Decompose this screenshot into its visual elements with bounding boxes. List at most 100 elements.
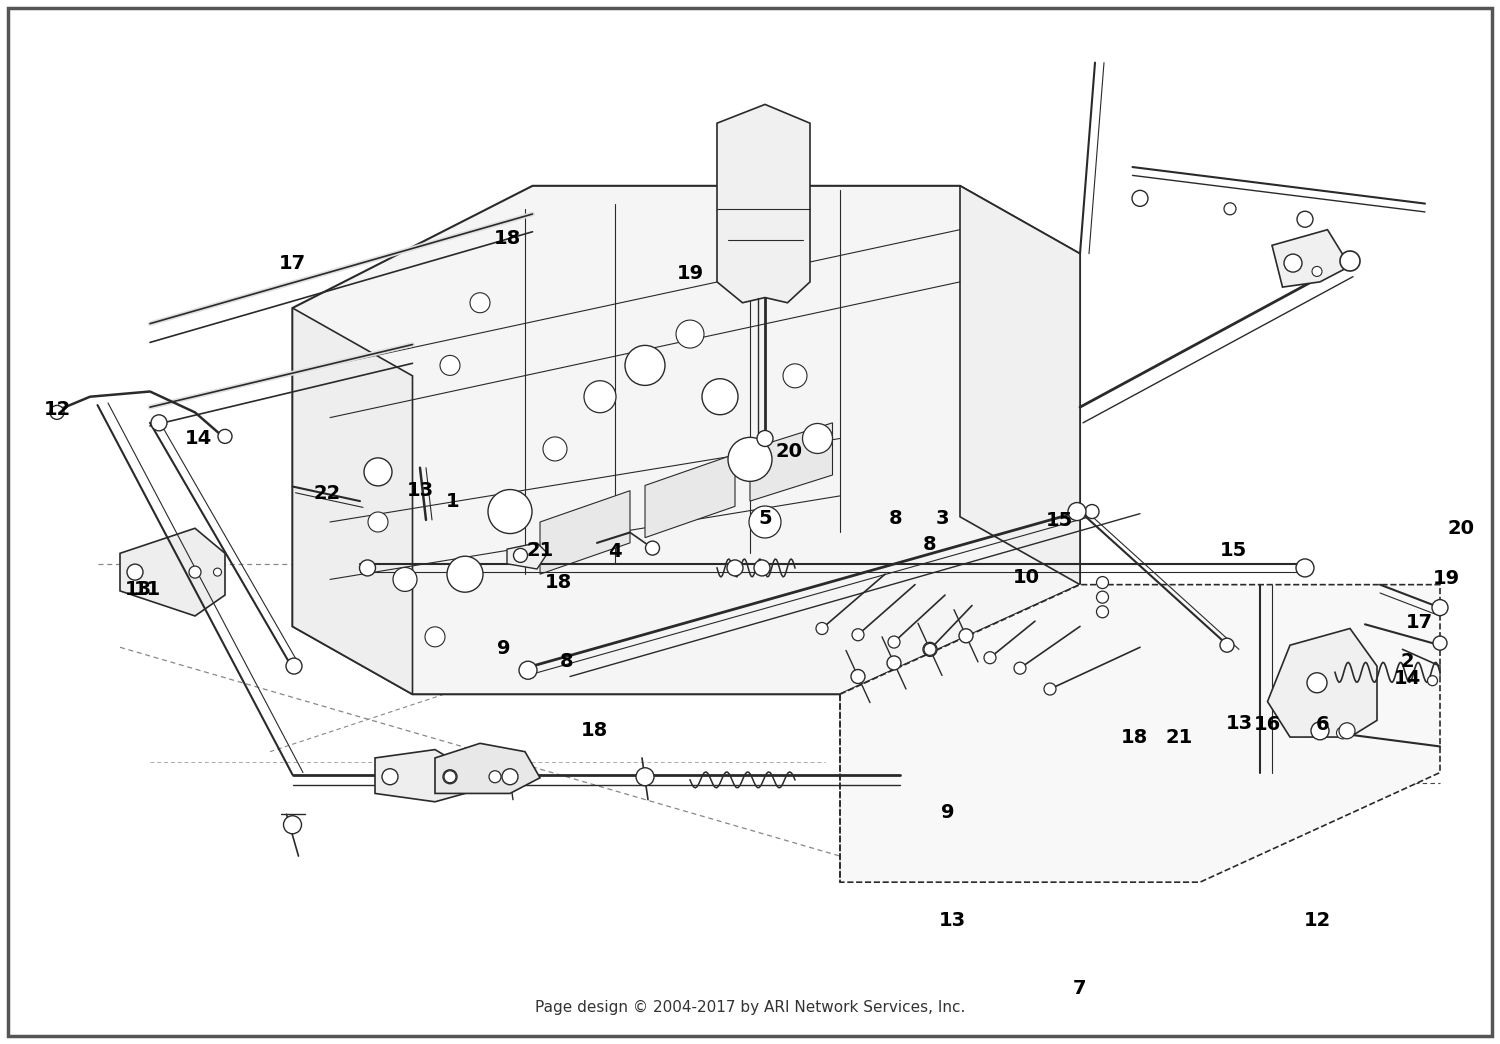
Text: 7: 7 xyxy=(1074,979,1086,998)
Circle shape xyxy=(152,414,166,431)
Circle shape xyxy=(447,556,483,592)
Circle shape xyxy=(1296,559,1314,577)
Text: 17: 17 xyxy=(1406,613,1432,632)
Text: 6: 6 xyxy=(1316,715,1330,734)
Circle shape xyxy=(676,321,703,348)
Circle shape xyxy=(850,669,865,684)
Polygon shape xyxy=(292,186,1080,694)
Text: ARI: ARI xyxy=(630,461,870,583)
Circle shape xyxy=(1340,251,1360,271)
Circle shape xyxy=(958,628,974,643)
Circle shape xyxy=(1340,722,1354,739)
Circle shape xyxy=(1014,662,1026,674)
Polygon shape xyxy=(750,423,833,501)
Circle shape xyxy=(636,767,654,786)
Polygon shape xyxy=(292,308,412,694)
Circle shape xyxy=(519,661,537,680)
Circle shape xyxy=(1336,727,1348,739)
Circle shape xyxy=(1096,591,1108,603)
Circle shape xyxy=(754,560,770,576)
Polygon shape xyxy=(1268,628,1377,737)
Circle shape xyxy=(1096,606,1108,618)
Circle shape xyxy=(1311,721,1329,740)
Circle shape xyxy=(1084,504,1100,519)
Circle shape xyxy=(584,381,616,412)
Text: 5: 5 xyxy=(758,509,772,528)
Circle shape xyxy=(728,560,742,576)
Circle shape xyxy=(728,437,772,481)
Text: 18: 18 xyxy=(580,721,608,740)
Text: 21: 21 xyxy=(1166,728,1192,746)
Circle shape xyxy=(802,424,832,453)
Circle shape xyxy=(286,658,302,674)
Polygon shape xyxy=(375,750,465,802)
Text: 13: 13 xyxy=(124,580,152,599)
Text: 14: 14 xyxy=(1394,669,1420,688)
Text: 15: 15 xyxy=(1046,512,1072,530)
Text: 12: 12 xyxy=(1304,911,1330,930)
Circle shape xyxy=(922,642,938,657)
Text: Page design © 2004-2017 by ARI Network Services, Inc.: Page design © 2004-2017 by ARI Network S… xyxy=(536,1000,964,1015)
Circle shape xyxy=(368,512,388,532)
Circle shape xyxy=(189,566,201,578)
Circle shape xyxy=(888,636,900,648)
Text: 3: 3 xyxy=(936,509,948,528)
Circle shape xyxy=(783,364,807,387)
Polygon shape xyxy=(435,743,540,793)
Circle shape xyxy=(50,405,64,420)
Circle shape xyxy=(360,560,375,576)
Circle shape xyxy=(364,458,392,485)
Text: 18: 18 xyxy=(544,573,572,592)
Circle shape xyxy=(1306,672,1328,693)
Polygon shape xyxy=(960,186,1080,585)
Text: 19: 19 xyxy=(1432,569,1460,588)
Circle shape xyxy=(503,768,518,785)
Text: 11: 11 xyxy=(134,580,160,599)
Polygon shape xyxy=(1272,230,1350,287)
Circle shape xyxy=(442,769,458,784)
Circle shape xyxy=(470,292,490,313)
Polygon shape xyxy=(120,528,225,616)
Circle shape xyxy=(424,626,445,647)
Text: 20: 20 xyxy=(1448,519,1474,538)
Text: 16: 16 xyxy=(1254,715,1281,734)
Circle shape xyxy=(984,651,996,664)
Circle shape xyxy=(1312,266,1322,277)
Text: 1: 1 xyxy=(446,492,460,511)
Text: 14: 14 xyxy=(184,429,211,448)
Text: 22: 22 xyxy=(314,484,340,503)
Text: 13: 13 xyxy=(406,481,433,500)
Text: 9: 9 xyxy=(498,639,510,658)
Circle shape xyxy=(213,568,222,576)
Polygon shape xyxy=(540,491,630,574)
Circle shape xyxy=(1132,190,1148,207)
Text: 20: 20 xyxy=(776,442,802,460)
Text: 19: 19 xyxy=(676,264,703,283)
Text: 21: 21 xyxy=(526,541,554,560)
Text: 8: 8 xyxy=(888,509,903,528)
Circle shape xyxy=(489,770,501,783)
Text: 2: 2 xyxy=(1400,652,1414,671)
Circle shape xyxy=(1298,211,1312,228)
Text: 10: 10 xyxy=(1013,568,1040,587)
Circle shape xyxy=(444,770,456,783)
Text: 15: 15 xyxy=(1220,541,1246,560)
Circle shape xyxy=(128,564,142,580)
Circle shape xyxy=(513,548,528,563)
Circle shape xyxy=(924,643,936,656)
Circle shape xyxy=(217,429,232,444)
Text: 4: 4 xyxy=(608,542,622,561)
Text: 9: 9 xyxy=(942,803,954,822)
Circle shape xyxy=(1284,254,1302,272)
Text: 18: 18 xyxy=(494,229,520,247)
Circle shape xyxy=(1044,683,1056,695)
Circle shape xyxy=(543,437,567,460)
Circle shape xyxy=(393,568,417,591)
Polygon shape xyxy=(645,454,735,538)
Text: 8: 8 xyxy=(922,536,938,554)
Polygon shape xyxy=(717,104,810,303)
Text: 12: 12 xyxy=(44,400,70,419)
Circle shape xyxy=(1220,638,1234,652)
Circle shape xyxy=(1432,636,1448,650)
Circle shape xyxy=(440,355,460,376)
